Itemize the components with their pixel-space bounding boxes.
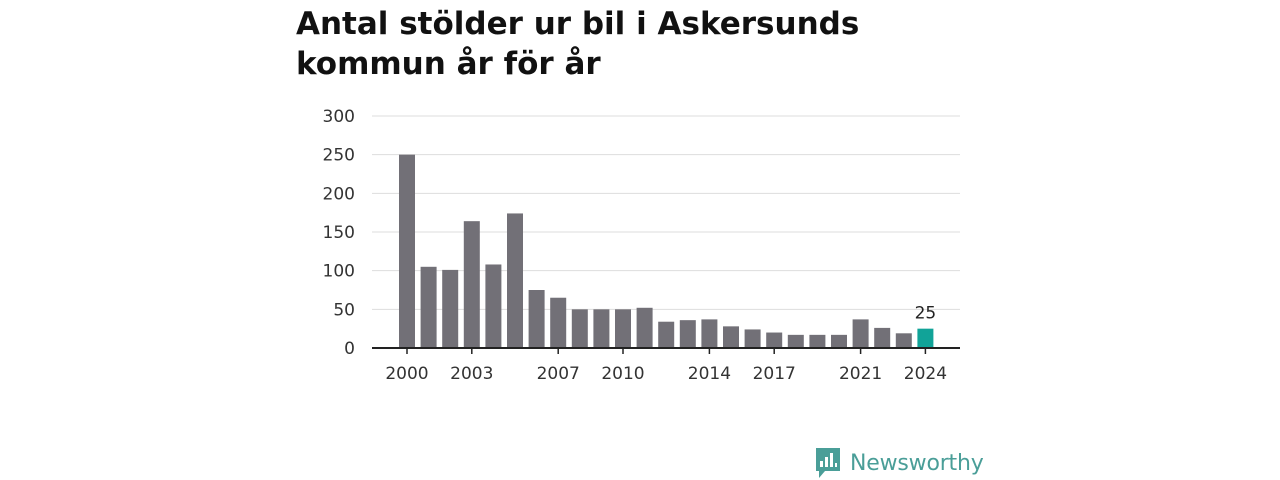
bar-2024 <box>917 328 934 348</box>
brand-name: Newsworthy <box>850 450 984 476</box>
bar-2020 <box>831 334 847 348</box>
bar-2011 <box>636 307 653 348</box>
bar-2018 <box>787 334 804 348</box>
bar-2008 <box>571 309 588 348</box>
bar-2009 <box>593 309 610 348</box>
x-tick-label: 2017 <box>753 364 796 384</box>
bar-2017 <box>766 332 783 348</box>
y-tick-label: 250 <box>323 146 355 166</box>
x-tick-label: 2000 <box>385 364 428 384</box>
bar-2001 <box>420 266 437 348</box>
newsworthy-brand: Newsworthy <box>814 445 984 480</box>
x-tick-label: 2024 <box>904 364 947 384</box>
bar-2002 <box>442 269 459 348</box>
bar-chart-speech-bubble-icon <box>816 448 840 478</box>
data-labels: 25 <box>915 304 937 324</box>
y-tick-label: 50 <box>333 300 355 320</box>
y-axis-ticks: 0 50 100 150 200 250 300 <box>323 107 355 359</box>
bar-2012 <box>658 321 675 348</box>
bar-2004 <box>485 264 502 348</box>
y-tick-label: 300 <box>323 107 355 127</box>
y-tick-label: 0 <box>344 339 355 359</box>
x-axis-ticks: 2000 2003 2007 2010 2014 2017 2021 2024 <box>385 348 947 384</box>
bar-2013 <box>679 320 696 348</box>
bar-2015 <box>723 326 739 348</box>
y-tick-label: 100 <box>323 262 355 282</box>
bar-2022 <box>874 327 891 348</box>
bar-2005 <box>507 213 523 348</box>
x-tick-label: 2014 <box>688 364 731 384</box>
bar-2000 <box>399 154 415 348</box>
bars <box>399 154 934 348</box>
y-tick-label: 200 <box>323 184 355 204</box>
bar-2010 <box>615 309 631 348</box>
data-label-2024: 25 <box>915 304 937 324</box>
bar-2007 <box>550 297 567 348</box>
bar-2016 <box>744 329 761 348</box>
bar-2021 <box>852 319 869 348</box>
bar-2006 <box>528 290 545 348</box>
x-tick-label: 2010 <box>601 364 644 384</box>
bar-2003 <box>463 221 480 348</box>
x-tick-label: 2003 <box>450 364 493 384</box>
x-tick-label: 2021 <box>839 364 882 384</box>
bar-2014 <box>701 319 718 348</box>
chart-title: Antal stölder ur bil i Askersunds kommun… <box>296 6 860 82</box>
gridlines <box>372 115 960 310</box>
bar-2019 <box>809 334 826 348</box>
x-tick-label: 2007 <box>537 364 580 384</box>
y-tick-label: 150 <box>323 223 355 243</box>
bar-2023 <box>895 333 912 348</box>
